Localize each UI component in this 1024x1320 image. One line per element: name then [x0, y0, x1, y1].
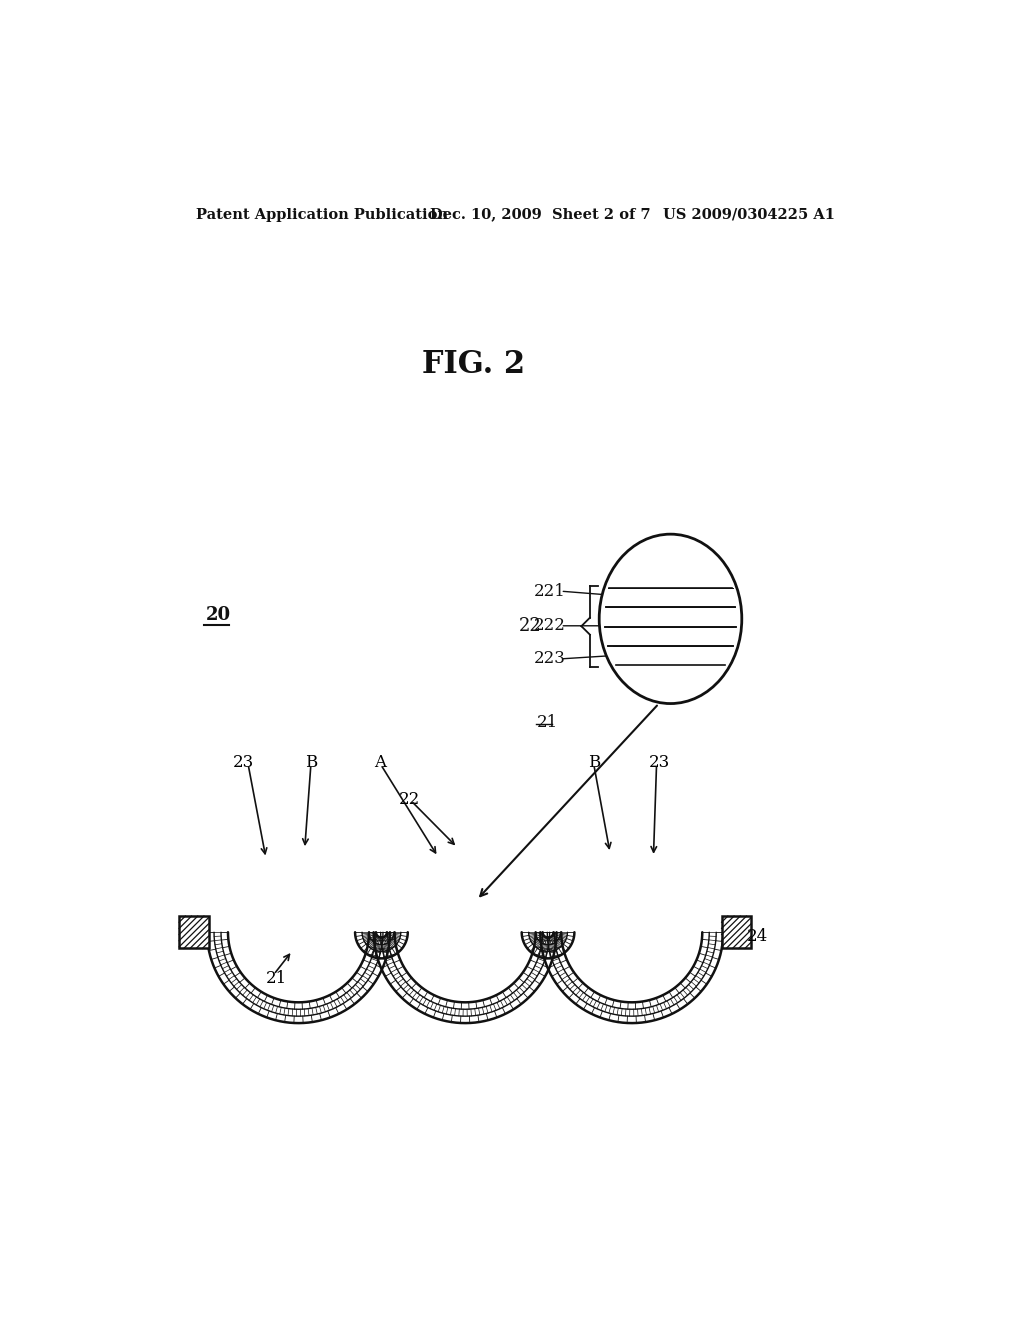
Ellipse shape [599, 535, 741, 704]
Text: FIG. 2: FIG. 2 [423, 350, 525, 380]
Text: 21: 21 [266, 970, 287, 987]
Text: 221: 221 [535, 582, 566, 599]
Text: Dec. 10, 2009  Sheet 2 of 7: Dec. 10, 2009 Sheet 2 of 7 [430, 207, 651, 222]
Text: A: A [375, 754, 386, 771]
Text: Patent Application Publication: Patent Application Publication [197, 207, 449, 222]
Text: 222: 222 [535, 618, 566, 635]
Bar [722, 916, 751, 949]
Text: 23: 23 [232, 754, 254, 771]
Bar [179, 916, 209, 949]
Text: B: B [305, 754, 317, 771]
Text: US 2009/0304225 A1: US 2009/0304225 A1 [663, 207, 835, 222]
Text: 23: 23 [649, 754, 670, 771]
Text: 20: 20 [206, 606, 230, 624]
Text: 21: 21 [538, 714, 558, 730]
Text: 22: 22 [399, 791, 421, 808]
Text: B: B [588, 754, 600, 771]
Text: 22: 22 [518, 618, 542, 635]
Text: 223: 223 [535, 651, 566, 668]
Text: 24: 24 [746, 928, 768, 945]
